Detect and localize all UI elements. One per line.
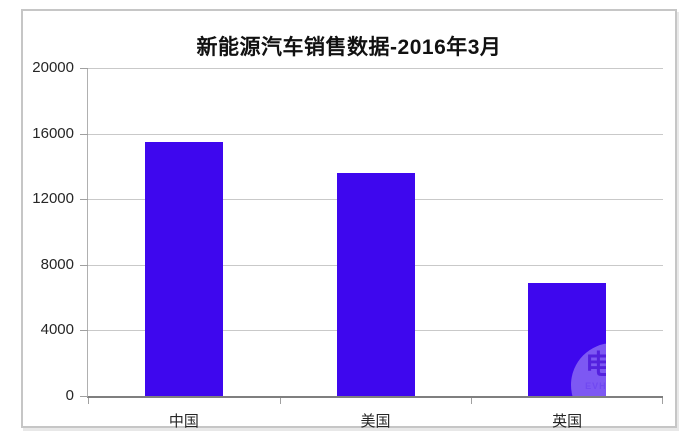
x-axis-label: 英国 <box>552 413 583 430</box>
plot-area: 0 4000 8000 12000 16000 20000 中国 美国 英国 电 EVH <box>32 59 663 430</box>
y-axis-label: 0 <box>65 387 74 404</box>
x-axis-tick <box>88 398 89 404</box>
bar <box>144 141 223 396</box>
chart-frame: 新能源汽车销售数据-2016年3月 0 4000 8000 12000 16000 200… <box>21 9 677 430</box>
gridline <box>88 68 663 69</box>
y-axis-label: 12000 <box>32 190 74 208</box>
chart-title: 新能源汽车销售数据-2016年3月 <box>196 36 502 59</box>
x-axis-tick <box>471 398 473 404</box>
bar <box>336 172 415 396</box>
y-axis-tick <box>80 396 88 397</box>
y-axis-tick <box>80 330 88 332</box>
x-axis-tick <box>279 398 281 404</box>
watermark-ev-logo-icon: 电 <box>585 349 607 380</box>
y-axis-label: 4000 <box>40 321 74 339</box>
gridline <box>88 133 663 135</box>
x-axis-label: 中国 <box>168 413 199 430</box>
x-axis-tick <box>662 398 663 404</box>
y-axis-tick <box>80 133 88 135</box>
x-axis-label: 美国 <box>360 413 391 430</box>
y-axis-label: 16000 <box>32 124 74 142</box>
y-axis-label: 8000 <box>40 255 74 273</box>
watermark-text: EVH <box>585 380 607 391</box>
y-axis-tick <box>80 199 88 201</box>
y-axis-tick <box>80 68 88 69</box>
y-axis-tick <box>80 264 88 266</box>
y-axis-label: 20000 <box>32 59 74 76</box>
bar: 电 EVH <box>528 282 607 396</box>
